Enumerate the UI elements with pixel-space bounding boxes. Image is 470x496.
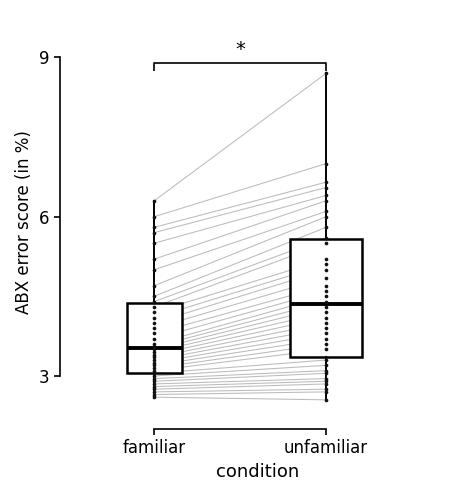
Point <box>150 343 158 351</box>
Point <box>150 390 158 398</box>
Point <box>322 377 330 385</box>
Point <box>150 354 158 362</box>
Point <box>150 364 158 372</box>
Point <box>322 223 330 231</box>
Point <box>322 329 330 337</box>
Point <box>322 396 330 404</box>
Point <box>322 274 330 282</box>
Bar <box>290 239 362 358</box>
Point <box>150 356 158 364</box>
Point <box>150 359 158 367</box>
Point <box>150 282 158 290</box>
Point <box>150 393 158 401</box>
Point <box>150 367 158 374</box>
Point <box>150 229 158 237</box>
Point <box>322 388 330 396</box>
Point <box>322 69 330 77</box>
Point <box>150 329 158 337</box>
Bar <box>126 303 182 372</box>
Point <box>322 345 330 353</box>
Point <box>150 319 158 327</box>
Point <box>322 282 330 290</box>
Point <box>150 351 158 359</box>
X-axis label: condition: condition <box>216 463 299 481</box>
Point <box>150 324 158 332</box>
Point <box>322 356 330 364</box>
Point <box>150 382 158 390</box>
Point <box>150 380 158 388</box>
Point <box>150 266 158 274</box>
Point <box>150 313 158 321</box>
Point <box>322 319 330 327</box>
Point <box>322 184 330 191</box>
Point <box>322 213 330 221</box>
Point <box>322 255 330 263</box>
Point <box>150 345 158 353</box>
Point <box>322 191 330 199</box>
Point <box>322 370 330 377</box>
Point <box>150 303 158 311</box>
Point <box>150 377 158 385</box>
Text: *: * <box>235 40 245 59</box>
Point <box>150 370 158 377</box>
Point <box>150 223 158 231</box>
Point <box>322 234 330 242</box>
Point <box>322 298 330 306</box>
Point <box>150 388 158 396</box>
Point <box>322 380 330 388</box>
Point <box>322 178 330 186</box>
Point <box>322 292 330 300</box>
Point <box>150 197 158 205</box>
Point <box>150 372 158 380</box>
Y-axis label: ABX error score (in %): ABX error score (in %) <box>15 130 33 314</box>
Point <box>322 160 330 168</box>
Point <box>322 266 330 274</box>
Point <box>322 303 330 311</box>
Point <box>150 362 158 370</box>
Point <box>322 260 330 268</box>
Point <box>150 348 158 356</box>
Point <box>322 309 330 316</box>
Point <box>150 213 158 221</box>
Point <box>322 324 330 332</box>
Point <box>322 207 330 215</box>
Point <box>322 287 330 295</box>
Point <box>150 292 158 300</box>
Point <box>150 335 158 343</box>
Point <box>150 309 158 316</box>
Point <box>150 298 158 306</box>
Point <box>322 239 330 247</box>
Point <box>150 340 158 348</box>
Point <box>150 374 158 382</box>
Point <box>150 239 158 247</box>
Point <box>150 255 158 263</box>
Point <box>322 367 330 374</box>
Point <box>322 374 330 382</box>
Point <box>150 385 158 393</box>
Point <box>322 335 330 343</box>
Point <box>322 362 330 370</box>
Point <box>322 313 330 321</box>
Point <box>322 385 330 393</box>
Point <box>322 340 330 348</box>
Point <box>322 197 330 205</box>
